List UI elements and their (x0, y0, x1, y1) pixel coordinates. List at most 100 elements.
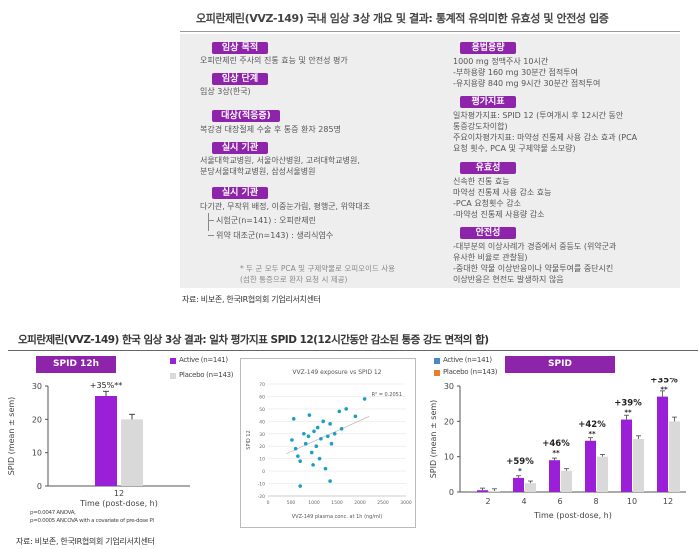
chart2-y-tick-label: 70 (259, 382, 265, 388)
chart1-y-tick-label: 20 (32, 415, 42, 424)
chart3-x-label: Time (post-dose, h) (533, 511, 612, 520)
title-rule (180, 31, 680, 32)
chart2-y-tick-label: 30 (259, 432, 265, 438)
chart3-annotation: +46% (542, 439, 570, 449)
chart2-y-tick-label: -20 (258, 494, 265, 500)
arm-placebo-text: 위약 대조군(n=143) : 생리식염수 (216, 231, 334, 240)
chart2-point (339, 427, 344, 431)
indication-text: 복강경 대장절제 수술 후 통증 환자 285명 (200, 125, 341, 134)
chart3-bar-placebo (669, 421, 680, 492)
chart1-y-label: SPID (mean ± sem) (7, 397, 16, 476)
dosage-text-2: -부하용량 160 mg 30분간 점적투여 (453, 68, 578, 77)
chart3-significance: ** (624, 409, 632, 417)
chart2-point (328, 422, 332, 426)
endpoint-text-1: 일차평가지표: SPID 12 (투여개시 후 12시간 동안 (453, 111, 624, 120)
chart2-point (317, 456, 322, 461)
footnote-1: * 두 군 모두 PCA 및 구제약물로 오피오이드 사용 (240, 264, 396, 273)
label-dosage: 용법용량 (460, 42, 516, 54)
dosage-text-1: 1000 mg 정맥주사 10시간 (453, 57, 549, 66)
efficacy-text-4: -마약성 진통제 사용량 감소 (453, 210, 545, 219)
chart1-bar-placebo (121, 419, 143, 486)
chart2-point (332, 431, 337, 436)
label-endpoint: 평가지표 (460, 96, 516, 108)
chart2-point (306, 434, 311, 439)
label-institution: 실시 기관 (212, 142, 268, 154)
chart3-bar-placebo (633, 439, 644, 492)
chart2-point (291, 417, 296, 421)
chart2-y-tick-label: 60 (259, 394, 265, 400)
safety-text-4: 이상반응은 현전도 발생하지 않음 (453, 275, 564, 284)
chart3-bar-active (585, 440, 596, 492)
chart2-point (353, 414, 358, 419)
chart1-legend-active: Active (n=141) (179, 356, 228, 364)
chart2-point (314, 444, 319, 449)
chart3-bar-placebo (525, 483, 536, 492)
chart3-annotation: +42% (578, 420, 606, 430)
safety-text-2: 유사한 비율로 관찰됨) (453, 253, 528, 262)
label-phase: 임상 단계 (212, 73, 268, 85)
arm-tick-2 (208, 235, 214, 236)
chart2-frame (240, 358, 416, 528)
chart2-y-tick-label: 50 (259, 407, 265, 413)
chart3-y-label: SPID (mean ± sem) (429, 400, 438, 479)
chart2-point (296, 454, 300, 458)
chart2-point (311, 463, 315, 467)
chart2-svg: VVZ-149 exposure vs SPID 12 -20 -10 0 10 20 30… (246, 369, 412, 520)
chart2-y-tick-label: 0 (262, 469, 265, 475)
chart2-point (337, 409, 342, 414)
chart3-bar-active (477, 490, 488, 492)
chart2-y-tick-label: 10 (259, 457, 265, 463)
chart2-point (315, 425, 320, 430)
phase-text: 임상 3상(한국) (200, 87, 251, 96)
chart2-y-tick-label: 40 (259, 419, 265, 425)
chart2-x-tick-label: 1500 (331, 500, 343, 506)
chart3-bar-active (513, 477, 524, 492)
chart2-x-tick-label: 1000 (308, 500, 320, 506)
chart1-y-tick-label: 10 (32, 449, 42, 458)
arm-bracket (208, 213, 209, 231)
institution-text-2: 분당서울대학교병원, 삼성서울병원 (200, 167, 316, 176)
efficacy-text-2: 마약성 진통제 사용 감소 효능 (453, 188, 552, 197)
chart2-point (362, 397, 367, 401)
label-purpose: 임상 목적 (212, 42, 268, 54)
chart1-note-2: p=0.0005 ANCOVA with a covariate of pre-… (30, 518, 154, 524)
efficacy-text-3: -PCA 요청횟수 감소 (453, 199, 522, 208)
chart2-point (321, 419, 325, 424)
chart3-significance: * (518, 467, 522, 475)
chart3-x-tick-label: 8 (593, 497, 598, 506)
chart1-bar-active (95, 396, 117, 486)
dosage-text-3: -유지용량 840 mg 9시간 30분간 점적투여 (453, 79, 601, 88)
label-design: 실시 기관 (212, 187, 268, 199)
chart2-y-label: SPID 12 (246, 430, 252, 449)
chart2-point (290, 438, 294, 442)
chart1-x-label: Time (post-dose, h) (79, 499, 158, 508)
chart3-bar-placebo (597, 456, 608, 492)
safety-text-3: -중대한 약물 이상반응이나 약물투여를 중단시킨 (453, 264, 614, 273)
chart3-x-tick-label: 2 (485, 497, 490, 506)
chart2-point (309, 450, 314, 455)
chart3-bar-active (657, 396, 668, 492)
chart2-point (323, 466, 328, 471)
chart2-x-label: VVZ-149 plasma conc. at 1h (ng/ml) (292, 514, 383, 520)
chart2-x-tick-label: 3000 (400, 500, 412, 506)
safety-text-1: -대부분의 이상사례가 경증에서 중등도 (위약군과 (453, 242, 617, 251)
label-efficacy: 유효성 (460, 162, 516, 174)
chart2-x-tick-label: 2500 (377, 500, 389, 506)
chart1-note-1: p=0.0047 ANOVA, (30, 510, 76, 516)
chart3-significance: ** (588, 430, 596, 438)
chart3-annotation: +35% (650, 378, 678, 386)
chart3-x-tick-label: 6 (557, 497, 562, 506)
chart2-point (303, 441, 308, 446)
chart3-y-tick-label: 0 (449, 488, 454, 497)
endpoint-text-3: 주요이차평가지표: 마약성 진통제 사용 감소 효과 (PCA (453, 133, 638, 142)
chart3-significance: ** (660, 386, 668, 394)
chart2-title: VVZ-149 exposure vs SPID 12 (292, 369, 381, 376)
label-indication: 대상(적응증) (212, 110, 280, 122)
chart1-y-tick-label: 0 (37, 482, 42, 491)
bottom-title: 오피란제린(VVZ-149) 한국 임상 3상 결과: 일차 평가지표 SPID… (18, 334, 489, 346)
label-safety: 안전성 (460, 227, 516, 239)
chart2-x-tick-label: 500 (287, 500, 296, 506)
chart2-point (344, 407, 348, 411)
chart3-bar-placebo (561, 470, 572, 492)
